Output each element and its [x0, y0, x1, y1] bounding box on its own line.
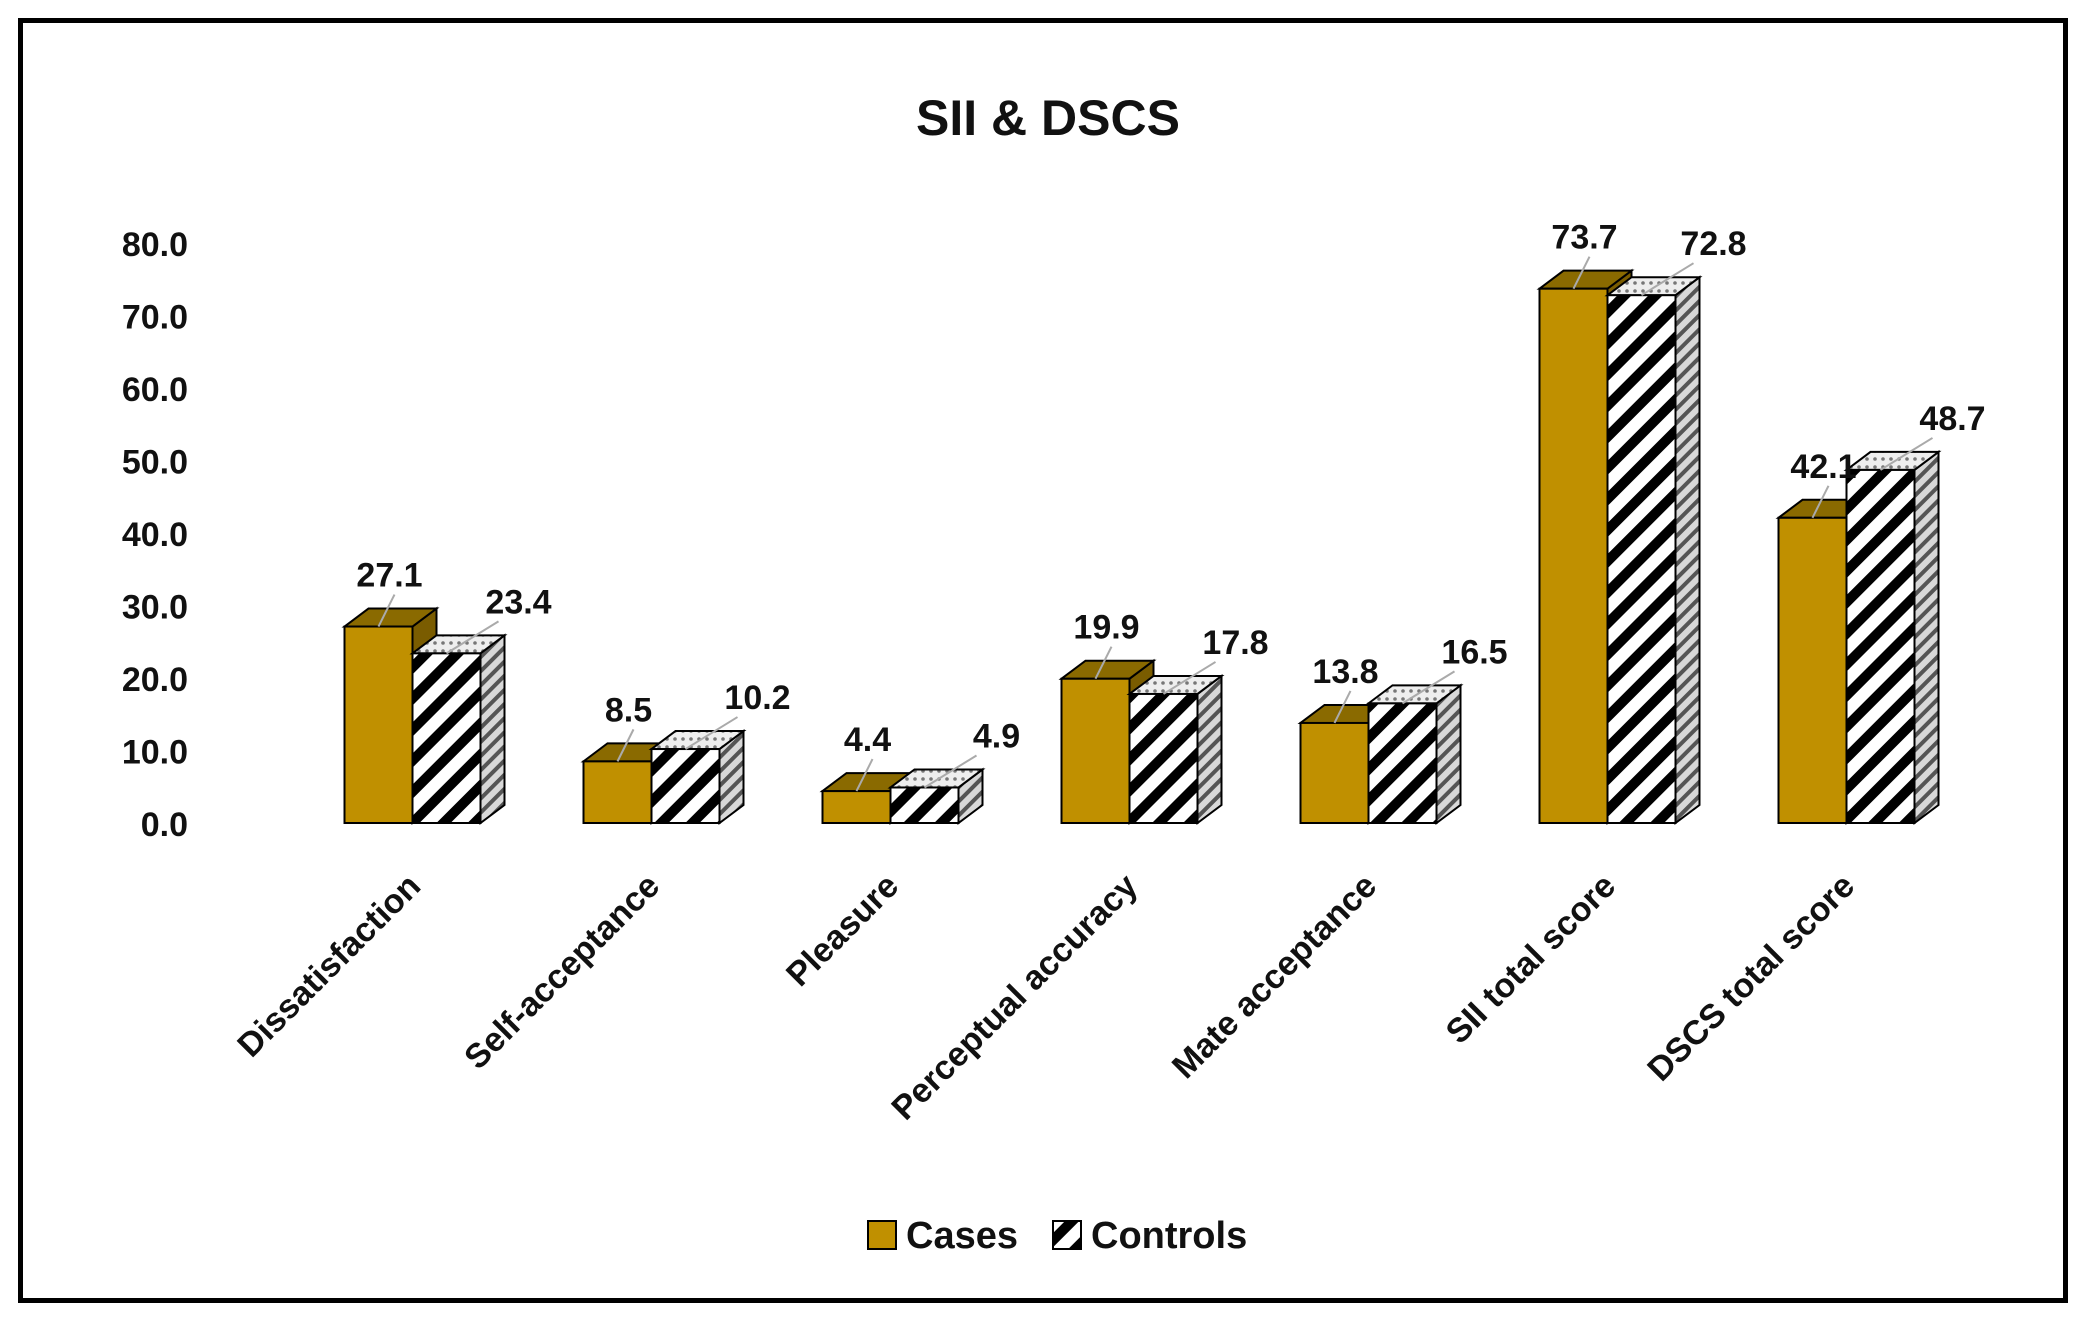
chart-title: SII & DSCS	[916, 90, 1180, 146]
y-tick-label: 20.0	[122, 661, 188, 699]
bar-front	[1538, 287, 1609, 824]
bar-front	[821, 790, 892, 824]
data-label: 23.4	[485, 583, 551, 621]
data-label: 4.9	[973, 717, 1020, 755]
data-label-leader	[1811, 485, 1830, 519]
x-category-label: Mate acceptance	[1165, 867, 1384, 1086]
y-tick-label: 60.0	[122, 371, 188, 409]
legend-label-controls: Controls	[1091, 1215, 1247, 1257]
bar-front	[1128, 692, 1199, 825]
x-category-label: Perceptual accuracy	[884, 867, 1145, 1128]
bar-side	[1435, 683, 1462, 825]
y-tick-label: 0.0	[141, 806, 188, 844]
legend-swatch-controls	[1052, 1220, 1082, 1250]
data-label-leader	[1879, 437, 1934, 471]
bar-front	[411, 652, 482, 824]
bar-front	[1060, 677, 1131, 824]
y-tick-label: 30.0	[122, 589, 188, 627]
data-label-leader	[1162, 661, 1217, 695]
bar-front	[343, 625, 414, 825]
y-tick-label: 80.0	[122, 226, 188, 264]
data-label-leader	[1401, 670, 1456, 705]
data-label-leader	[377, 594, 396, 627]
data-label-leader	[616, 728, 635, 762]
data-label-leader	[1333, 690, 1352, 724]
bar-controls-1	[648, 729, 747, 825]
bar-front	[889, 786, 960, 824]
data-label: 27.1	[356, 557, 422, 595]
chart-frame: SII & DSCS 0.0 10.0 20.0 30.0 40.0 50.0 60.0 70…	[18, 18, 2068, 1303]
data-label-leader	[1572, 256, 1591, 290]
y-tick-label: 50.0	[122, 444, 188, 482]
x-category-label: Self-acceptance	[457, 867, 667, 1077]
data-label: 8.5	[605, 691, 652, 729]
bar-controls-2	[887, 767, 986, 825]
bar-side	[1913, 449, 1940, 825]
x-axis: Dissatisfaction Self-acceptance PleasurePe…	[230, 867, 1862, 1128]
bar-front	[1299, 721, 1370, 825]
y-tick-label: 70.0	[122, 299, 188, 337]
data-label: 72.8	[1680, 225, 1746, 263]
data-label: 4.4	[844, 721, 891, 759]
bar-front	[1845, 468, 1916, 824]
bars-layer	[341, 268, 1942, 825]
data-label: 17.8	[1202, 624, 1268, 662]
legend-label-cases: Cases	[906, 1215, 1018, 1257]
bar-front	[1606, 294, 1677, 824]
bar-side	[1196, 673, 1223, 825]
x-category-label: Pleasure	[779, 867, 906, 994]
data-label: 19.9	[1073, 609, 1139, 647]
x-category-label: DSCS total score	[1640, 867, 1862, 1089]
data-label-leader	[855, 758, 874, 792]
data-label: 13.8	[1312, 653, 1378, 691]
data-label-leader	[923, 754, 978, 789]
data-labels-layer: 27.1 23.4 8.5 10.2 4.4 4.9 19.9 17.8 13.8 16.5 73.…	[356, 219, 1986, 792]
data-label: 10.2	[724, 679, 790, 717]
data-label-leader	[1094, 646, 1113, 680]
bar-controls-4	[1365, 683, 1464, 825]
bar-front	[650, 748, 721, 824]
bar-side	[479, 633, 506, 825]
data-label-leader	[445, 620, 500, 655]
x-category-label: SII total score	[1439, 867, 1624, 1052]
bar-side	[1674, 275, 1701, 825]
data-label: 73.7	[1551, 219, 1617, 257]
bar-front	[1777, 516, 1848, 824]
bar-controls-3	[1126, 673, 1225, 825]
bar-front	[1367, 702, 1438, 824]
x-category-label: Dissatisfaction	[230, 867, 428, 1065]
bar-controls-0	[409, 633, 508, 825]
legend: Cases Controls	[867, 1215, 1247, 1257]
bar-front	[582, 760, 653, 824]
bar-controls-6	[1843, 449, 1942, 825]
data-label: 16.5	[1441, 633, 1507, 671]
data-label-leader	[1640, 262, 1695, 297]
legend-swatch-cases	[867, 1220, 897, 1250]
data-label: 42.1	[1790, 448, 1856, 486]
y-tick-label: 40.0	[122, 516, 188, 554]
y-axis: 0.0 10.0 20.0 30.0 40.0 50.0 60.0 70.0 80.0	[122, 226, 188, 844]
chart-svg: SII & DSCS 0.0 10.0 20.0 30.0 40.0 50.0 60.0 70…	[122, 90, 1986, 1257]
bar-controls-5	[1604, 275, 1703, 825]
data-label: 48.7	[1919, 400, 1985, 438]
data-label-leader	[684, 716, 739, 750]
y-tick-label: 10.0	[122, 734, 188, 772]
